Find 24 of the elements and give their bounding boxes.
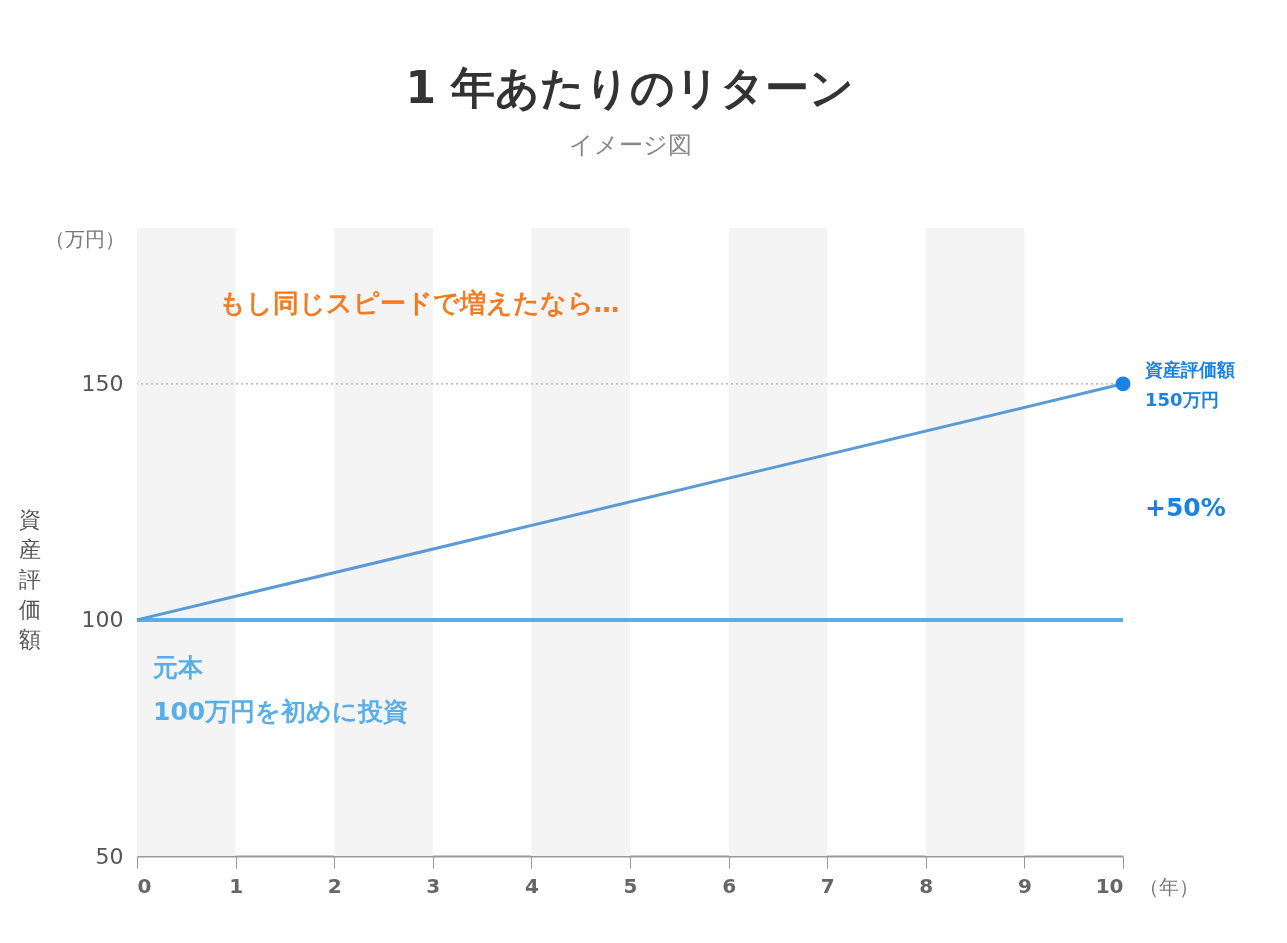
text: +50%: [1145, 493, 1226, 522]
x-tick-label: 2: [327, 873, 342, 898]
y-tick-label: 150: [81, 371, 124, 397]
x-tick-label: 9: [1017, 873, 1032, 898]
x-tick-label: 0: [137, 873, 152, 898]
annotation: 元本: [152, 653, 204, 682]
x-axis-title: （年）: [1139, 875, 1199, 899]
x-tick-label: 5: [623, 873, 638, 898]
y-axis-title: 資産評価額: [19, 507, 41, 652]
x-tick-label: 6: [722, 873, 737, 898]
chart-subtitle: イメージ図: [568, 131, 692, 159]
annotation: 100万円を初めに投資: [153, 697, 409, 726]
x-tick-label: 8: [919, 873, 934, 898]
x-tick-label: 10: [1095, 873, 1124, 898]
text: （万円）: [45, 227, 125, 251]
y-tick-label: 50: [95, 843, 124, 869]
annotation: もし同じスピードで増えたなら…: [218, 288, 620, 318]
annotation: 資産評価額 150万円: [1144, 358, 1235, 410]
x-tick-label: 4: [524, 873, 539, 898]
x-tick-label: 7: [820, 873, 835, 898]
x-tick-label: 3: [426, 873, 441, 898]
chart-title: 1 年あたりのリターン: [405, 62, 855, 113]
y-tick-label: 100: [81, 607, 124, 633]
x-tick-label: 1: [229, 873, 244, 898]
